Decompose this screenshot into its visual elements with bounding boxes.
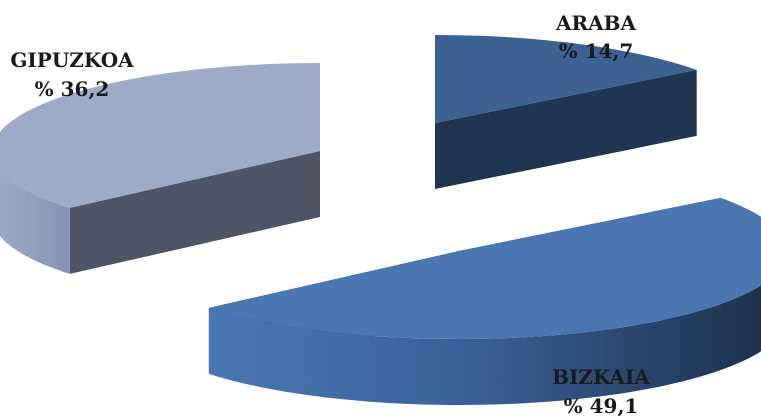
- slice-value-araba: % 14,7: [559, 39, 634, 63]
- slice-top-face: [435, 35, 697, 123]
- slice-top-face: [0, 63, 320, 208]
- slice-radial-side: [69, 151, 321, 274]
- labels-layer: ARABA % 14,7 BIZKAIA % 49,1 GIPUZKOA % 36,2: [10, 11, 650, 416]
- slice-outer-side: [208, 285, 761, 405]
- pie-slice-bizkaia: [208, 197, 761, 405]
- slice-radial-side: [435, 69, 697, 189]
- slice-label-gipuzkoa: GIPUZKOA: [10, 48, 134, 72]
- pie-slice-gipuzkoa: [0, 63, 321, 274]
- slice-outer-side: [0, 170, 70, 274]
- slice-value-gipuzkoa: % 36,2: [35, 77, 110, 101]
- slices-layer: [0, 35, 761, 405]
- slice-value-bizkaia: % 49,1: [564, 394, 639, 416]
- slice-label-araba: ARABA: [555, 11, 637, 35]
- pie-slice-araba: [435, 35, 697, 189]
- slice-label-bizkaia: BIZKAIA: [552, 365, 650, 389]
- slice-top-face: [208, 197, 761, 339]
